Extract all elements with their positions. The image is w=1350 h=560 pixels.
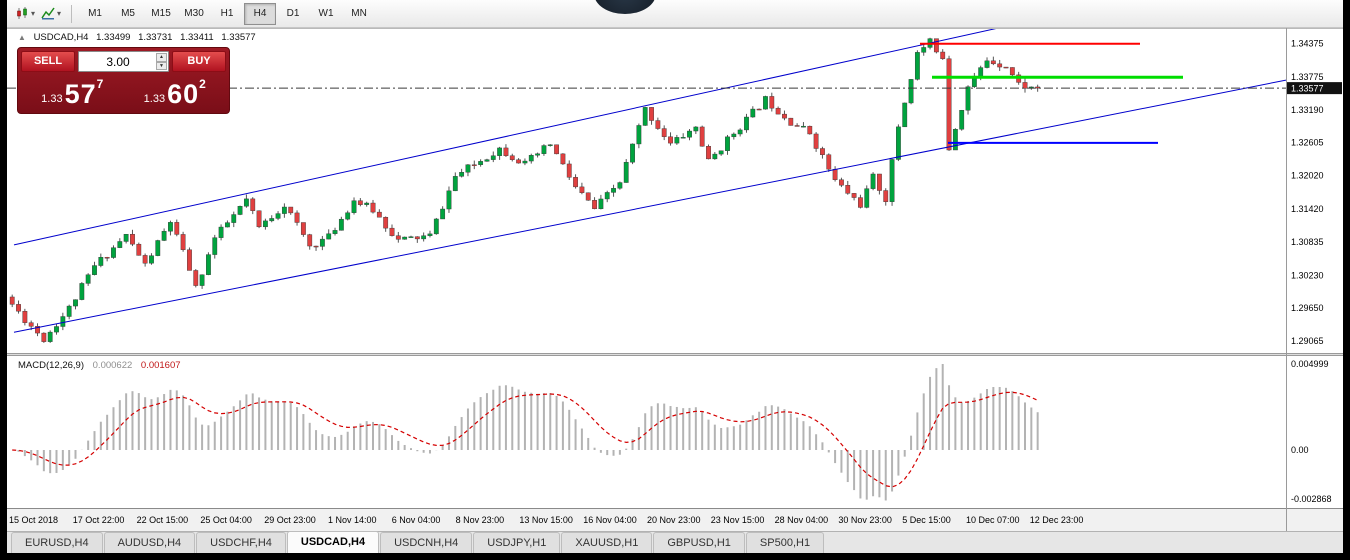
symbol-tab-eurusd-h4[interactable]: EURUSD,H4 [11, 532, 103, 553]
overlay-logo [594, 0, 656, 14]
timeframe-buttons: M1 M5 M15 M30 H1 H4 D1 W1 MN [79, 2, 376, 25]
svg-text:1.29065: 1.29065 [1291, 336, 1324, 346]
svg-text:1.31420: 1.31420 [1291, 204, 1324, 214]
svg-text:1.33775: 1.33775 [1291, 72, 1324, 82]
symbol-tab-usdcad-h4[interactable]: USDCAD,H4 [286, 531, 380, 553]
lot-size-box: ▲ ▼ [78, 51, 169, 72]
macd-signal-line [12, 391, 1038, 488]
svg-text:1.32605: 1.32605 [1291, 138, 1324, 148]
candlesticks [9, 37, 1041, 343]
bid-price-pip-digit: 7 [96, 77, 104, 91]
indicators-icon-button[interactable]: ▾ [38, 3, 64, 25]
toolbar-separator [71, 4, 73, 23]
macd-name: MACD(12,26,9) [18, 360, 84, 371]
candlestick-chart-icon-button[interactable]: ▾ [12, 3, 38, 25]
macd-value: 0.000622 [92, 360, 133, 371]
timeframe-h1-button[interactable]: H1 [220, 7, 234, 19]
timeframe-mn-button[interactable]: MN [351, 7, 367, 19]
ask-price-prefix: 1.33 [143, 93, 166, 105]
lot-decrease-button[interactable]: ▼ [156, 61, 167, 70]
ohlc-high: 1.33731 [138, 32, 173, 43]
svg-text:28 Nov 04:00: 28 Nov 04:00 [775, 515, 829, 525]
ask-price-big-digits: 60 [167, 79, 200, 109]
svg-text:20 Nov 23:00: 20 Nov 23:00 [647, 515, 701, 525]
price-axis[interactable]: 1.34375 1.33775 1.33190 1.32605 1.32020 1.314… [1291, 38, 1324, 346]
svg-text:0.00: 0.00 [1291, 445, 1309, 455]
symbol-tab-usdchf-h4[interactable]: USDCHF,H4 [196, 532, 286, 553]
svg-text:8 Nov 23:00: 8 Nov 23:00 [456, 515, 505, 525]
svg-text:1.30835: 1.30835 [1291, 237, 1324, 247]
macd-indicator-label: MACD(12,26,9) 0.000622 0.001607 [18, 360, 181, 371]
indicators-icon [41, 7, 55, 20]
ohlc-low: 1.33411 [180, 32, 214, 43]
lot-increase-button[interactable]: ▲ [156, 53, 167, 62]
svg-text:1.33190: 1.33190 [1291, 105, 1324, 115]
svg-text:12 Dec 23:00: 12 Dec 23:00 [1030, 515, 1084, 525]
symbol-tab-sp500-h1[interactable]: SP500,H1 [745, 532, 825, 553]
macd-signal-value: 0.001607 [140, 360, 181, 371]
buy-button[interactable]: BUY [172, 51, 226, 72]
lot-spinner: ▲ ▼ [156, 53, 167, 70]
pane-splitter[interactable] [7, 353, 1343, 356]
chevron-down-icon: ▾ [31, 9, 36, 18]
timeframe-w1-button[interactable]: W1 [318, 7, 334, 19]
svg-text:22 Oct 15:00: 22 Oct 15:00 [137, 515, 189, 525]
macd-histogram [17, 364, 1039, 501]
chart-canvas[interactable]: 1.34375 1.33775 1.33190 1.32605 1.32020 1.314… [7, 28, 1343, 531]
timeframe-m15-button[interactable]: M15 [151, 7, 171, 19]
macd-axis[interactable]: 0.004999 0.00 -0.002868 [1291, 359, 1332, 504]
toolbar: ▾ ▾ M1 M5 M15 M30 H1 H4 D1 W1 MN [7, 0, 1343, 28]
bid-price-big-digits: 57 [64, 79, 97, 109]
symbol-tab-xauusd-h1[interactable]: XAUUSD,H1 [561, 532, 653, 553]
current-price-tag: 1.33577 [1287, 82, 1342, 95]
svg-text:1.33577: 1.33577 [1291, 84, 1324, 94]
svg-text:-0.002868: -0.002868 [1291, 494, 1332, 504]
ask-price: 1.33 60 2 [124, 74, 227, 110]
candlestick-chart-icon [17, 7, 27, 19]
svg-text:6 Nov 04:00: 6 Nov 04:00 [392, 515, 441, 525]
svg-text:16 Nov 04:00: 16 Nov 04:00 [583, 515, 637, 525]
chart-symbol: USDCAD,H4 [33, 32, 89, 43]
svg-text:10 Dec 07:00: 10 Dec 07:00 [966, 515, 1020, 525]
svg-text:5 Dec 15:00: 5 Dec 15:00 [902, 515, 951, 525]
sell-button[interactable]: SELL [21, 51, 75, 72]
svg-text:25 Oct 04:00: 25 Oct 04:00 [200, 515, 252, 525]
chevron-down-icon: ▾ [57, 9, 62, 18]
up-triangle-icon: ▲ [18, 33, 26, 42]
timeframe-m5-button[interactable]: M5 [121, 7, 135, 19]
svg-text:23 Nov 15:00: 23 Nov 15:00 [711, 515, 765, 525]
svg-text:15 Oct 2018: 15 Oct 2018 [9, 515, 58, 525]
symbol-tab-audusd-h4[interactable]: AUDUSD,H4 [103, 532, 196, 553]
time-axis[interactable]: 15 Oct 2018 17 Oct 22:00 22 Oct 15:00 25 Oc… [9, 515, 1083, 525]
bid-price: 1.33 57 7 [21, 74, 124, 110]
svg-text:1.30230: 1.30230 [1291, 271, 1324, 281]
svg-text:1 Nov 14:00: 1 Nov 14:00 [328, 515, 377, 525]
symbol-tab-usdcnh-h4[interactable]: USDCNH,H4 [380, 532, 473, 553]
ohlc-info: ▲ USDCAD,H4 1.33499 1.33731 1.33411 1.33… [18, 32, 261, 43]
svg-text:17 Oct 22:00: 17 Oct 22:00 [73, 515, 125, 525]
ask-price-pip-digit: 2 [199, 77, 206, 91]
symbol-tab-bar: EURUSD,H4 AUDUSD,H4 USDCHF,H4 USDCAD,H4 USDC… [7, 531, 1343, 553]
svg-text:1.34375: 1.34375 [1291, 38, 1324, 48]
timeframe-h4-button[interactable]: H4 [244, 2, 277, 25]
svg-text:29 Oct 23:00: 29 Oct 23:00 [264, 515, 316, 525]
one-click-trading-widget: SELL ▲ ▼ BUY 1.33 57 7 1.33 60 2 [17, 47, 230, 114]
timeframe-d1-button[interactable]: D1 [286, 7, 300, 19]
svg-text:1.29650: 1.29650 [1291, 303, 1324, 313]
ohlc-close: 1.33577 [221, 32, 256, 43]
symbol-tab-usdjpy-h1[interactable]: USDJPY,H1 [473, 532, 561, 553]
svg-text:0.004999: 0.004999 [1291, 359, 1329, 369]
timeframe-m30-button[interactable]: M30 [184, 7, 204, 19]
chart-objects [7, 28, 1286, 333]
svg-text:13 Nov 15:00: 13 Nov 15:00 [519, 515, 573, 525]
bid-price-prefix: 1.33 [41, 93, 63, 105]
ohlc-open: 1.33499 [96, 32, 131, 43]
lot-size-input[interactable] [79, 52, 168, 71]
symbol-tab-gbpusd-h1[interactable]: GBPUSD,H1 [653, 532, 745, 553]
svg-text:30 Nov 23:00: 30 Nov 23:00 [838, 515, 892, 525]
timeframe-m1-button[interactable]: M1 [88, 7, 102, 19]
svg-text:1.32020: 1.32020 [1291, 170, 1324, 180]
